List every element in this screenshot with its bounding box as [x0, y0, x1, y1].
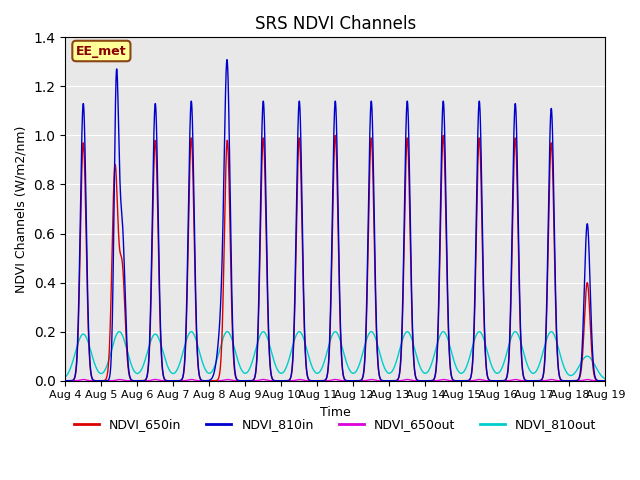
Y-axis label: NDVI Channels (W/m2/nm): NDVI Channels (W/m2/nm) [15, 125, 28, 293]
Text: EE_met: EE_met [76, 45, 127, 58]
Title: SRS NDVI Channels: SRS NDVI Channels [255, 15, 416, 33]
X-axis label: Time: Time [320, 406, 351, 419]
Legend: NDVI_650in, NDVI_810in, NDVI_650out, NDVI_810out: NDVI_650in, NDVI_810in, NDVI_650out, NDV… [69, 413, 602, 436]
